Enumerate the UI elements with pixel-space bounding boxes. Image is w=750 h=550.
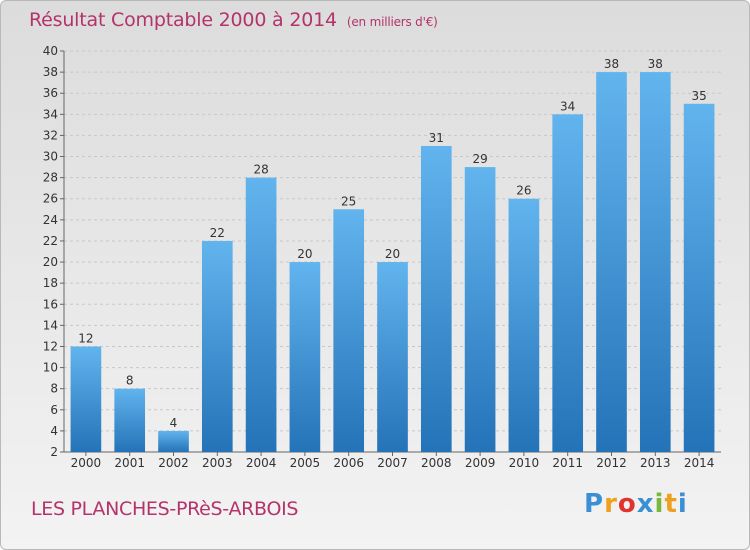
- logo-letter: o: [617, 489, 637, 519]
- data-label-2013: 38: [648, 57, 663, 71]
- data-label-2007: 20: [385, 247, 400, 261]
- logo-letter: i: [677, 489, 688, 519]
- data-label-2011: 34: [560, 99, 575, 113]
- chart-subtitle: (en milliers d'€): [346, 15, 438, 29]
- y-tick-label: 8: [50, 382, 58, 396]
- bar-2004: [245, 177, 277, 452]
- data-label-2009: 29: [472, 152, 487, 166]
- data-label-2002: 4: [170, 416, 178, 430]
- x-tick-label: 2008: [421, 456, 452, 470]
- y-tick-label: 30: [43, 150, 58, 164]
- x-tick-label: 2010: [509, 456, 540, 470]
- location-name: LES PLANCHES-PRèS-ARBOIS: [31, 498, 299, 520]
- bar-2011: [552, 114, 584, 452]
- y-tick-label: 2: [50, 445, 58, 459]
- y-tick-label: 38: [43, 65, 58, 79]
- bar-2012: [596, 72, 627, 453]
- x-tick-label: 2009: [465, 456, 496, 470]
- x-tick-label: 2013: [640, 456, 671, 470]
- logo-letter: r: [604, 489, 618, 519]
- logo-letter: P: [584, 489, 605, 519]
- data-label-2014: 35: [691, 89, 706, 103]
- x-tick-label: 2005: [290, 456, 321, 470]
- y-tick-label: 28: [43, 171, 58, 185]
- bar-2000: [70, 346, 102, 452]
- data-label-2008: 31: [429, 131, 444, 145]
- y-tick-label: 24: [43, 213, 58, 227]
- bar-2006: [333, 209, 365, 452]
- data-label-2003: 22: [210, 226, 225, 240]
- bars: [70, 72, 715, 453]
- x-tick-label: 2007: [377, 456, 408, 470]
- y-tick-label: 14: [43, 318, 58, 332]
- x-tick-label: 2003: [202, 456, 233, 470]
- y-tick-label: 12: [43, 339, 58, 353]
- y-tick-label: 20: [43, 255, 58, 269]
- chart-title-text: Résultat Comptable 2000 à 2014: [29, 9, 337, 31]
- bar-2007: [377, 262, 408, 452]
- proxiti-logo: Proxiti: [584, 489, 688, 519]
- bar-2003: [201, 240, 233, 452]
- logo-letter: x: [636, 489, 655, 519]
- y-tick-label: 26: [43, 192, 58, 206]
- data-label-2006: 25: [341, 194, 356, 208]
- y-tick-label: 36: [43, 86, 58, 100]
- data-label-2004: 28: [253, 163, 268, 177]
- y-tick-label: 6: [50, 403, 58, 417]
- x-tick-label: 2002: [158, 456, 189, 470]
- data-label-2010: 26: [516, 184, 531, 198]
- chart-title: Résultat Comptable 2000 à 2014 (en millie…: [29, 9, 438, 31]
- x-tick-label: 2011: [552, 456, 583, 470]
- x-tick-label: 2001: [114, 456, 145, 470]
- logo-letter: i: [654, 489, 665, 519]
- y-tick-label: 4: [50, 424, 58, 438]
- bar-2013: [639, 72, 671, 453]
- y-tick-label: 22: [43, 234, 58, 248]
- bar-2005: [289, 262, 321, 452]
- data-label-2000: 12: [78, 331, 93, 345]
- data-label-2005: 20: [297, 247, 312, 261]
- y-tick-label: 16: [43, 297, 58, 311]
- bar-2002: [158, 430, 189, 452]
- data-label-2001: 8: [126, 374, 134, 388]
- bar-2009: [464, 167, 496, 452]
- x-tick-label: 2006: [333, 456, 364, 470]
- y-tick-label: 40: [43, 44, 58, 58]
- logo-letter: t: [664, 489, 678, 519]
- x-tick-label: 2004: [246, 456, 277, 470]
- y-tick-label: 10: [43, 361, 58, 375]
- bar-2008: [420, 145, 452, 452]
- bar-2010: [508, 198, 540, 452]
- x-tick-label: 2000: [71, 456, 102, 470]
- data-labels: 12 8 4 22 28 20 25 20 31 29 26 34 38 38 35: [78, 57, 706, 430]
- axes: 2468101214161820222426283032343638402000…: [43, 44, 721, 470]
- y-tick-label: 32: [43, 128, 58, 142]
- bar-2001: [114, 388, 146, 452]
- bar-2014: [683, 103, 715, 453]
- data-label-2012: 38: [604, 57, 619, 71]
- x-tick-label: 2014: [684, 456, 715, 470]
- y-tick-label: 18: [43, 276, 58, 290]
- x-tick-label: 2012: [596, 456, 627, 470]
- y-tick-label: 34: [43, 107, 58, 121]
